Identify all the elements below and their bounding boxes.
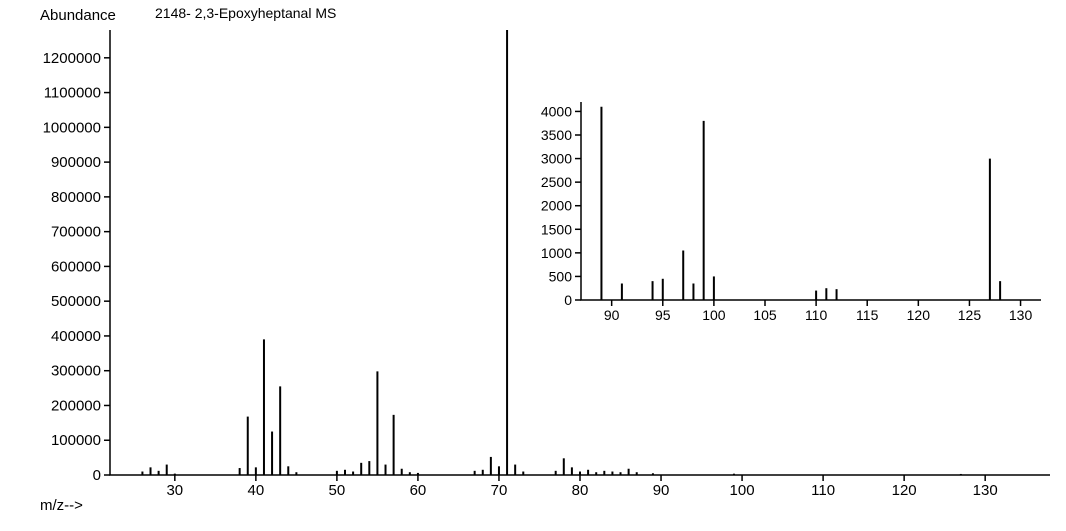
ytick-label: 1000000 — [43, 119, 101, 136]
xtick-label: 90 — [653, 482, 670, 499]
ytick-label: 500 — [549, 268, 573, 284]
ytick-label: 700000 — [51, 224, 101, 241]
xtick-label: 70 — [491, 482, 508, 499]
y-axis-label: Abundance — [40, 7, 116, 24]
ytick-label: 1200000 — [43, 50, 101, 67]
ytick-label: 4000 — [541, 103, 572, 119]
xtick-label: 100 — [730, 482, 755, 499]
xtick-label: 80 — [572, 482, 589, 499]
ytick-label: 600000 — [51, 258, 101, 275]
xtick-label: 50 — [329, 482, 346, 499]
ytick-label: 2000 — [541, 198, 572, 214]
mass-spectrum-inset: 0 500 1000 1500 2000 2500 3000 3500 4000 90 95 100 1… — [533, 97, 1053, 325]
xtick-label: 120 — [892, 482, 917, 499]
ytick-label: 200000 — [51, 397, 101, 414]
xtick-label: 115 — [856, 307, 879, 323]
ytick-label: 2500 — [541, 174, 572, 190]
xtick-label: 120 — [907, 307, 931, 323]
ytick-label: 3000 — [541, 151, 572, 167]
ytick-label: 0 — [93, 467, 101, 484]
xtick-label: 60 — [410, 482, 427, 499]
ytick-label: 3500 — [541, 127, 572, 143]
xtick-label: 30 — [166, 482, 183, 499]
inset-chart-svg: 0 500 1000 1500 2000 2500 3000 3500 4000 90 95 100 1… — [533, 97, 1053, 325]
ytick-label: 100000 — [51, 432, 101, 449]
xtick-label: 100 — [702, 307, 726, 323]
xtick-label: 110 — [811, 482, 835, 499]
x-axis-label: m/z--> — [40, 497, 83, 514]
ytick-label: 300000 — [51, 363, 101, 380]
xtick-label: 105 — [753, 307, 777, 323]
ytick-label: 400000 — [51, 328, 101, 345]
xtick-label: 40 — [248, 482, 265, 499]
ytick-label: 1000 — [541, 245, 572, 261]
ytick-label: 500000 — [51, 293, 101, 310]
xtick-label: 110 — [805, 307, 828, 323]
ytick-label: 0 — [564, 292, 572, 308]
xtick-label: 130 — [973, 482, 998, 499]
xtick-label: 130 — [1009, 307, 1033, 323]
chart-title: 2148- 2,3-Epoxyheptanal MS — [155, 5, 336, 21]
xtick-label: 90 — [604, 307, 620, 323]
ytick-label: 900000 — [51, 154, 101, 171]
xtick-label: 125 — [958, 307, 982, 323]
ytick-label: 1500 — [541, 221, 572, 237]
xtick-label: 95 — [655, 307, 671, 323]
ytick-label: 800000 — [51, 189, 101, 206]
ytick-label: 1100000 — [44, 85, 101, 102]
